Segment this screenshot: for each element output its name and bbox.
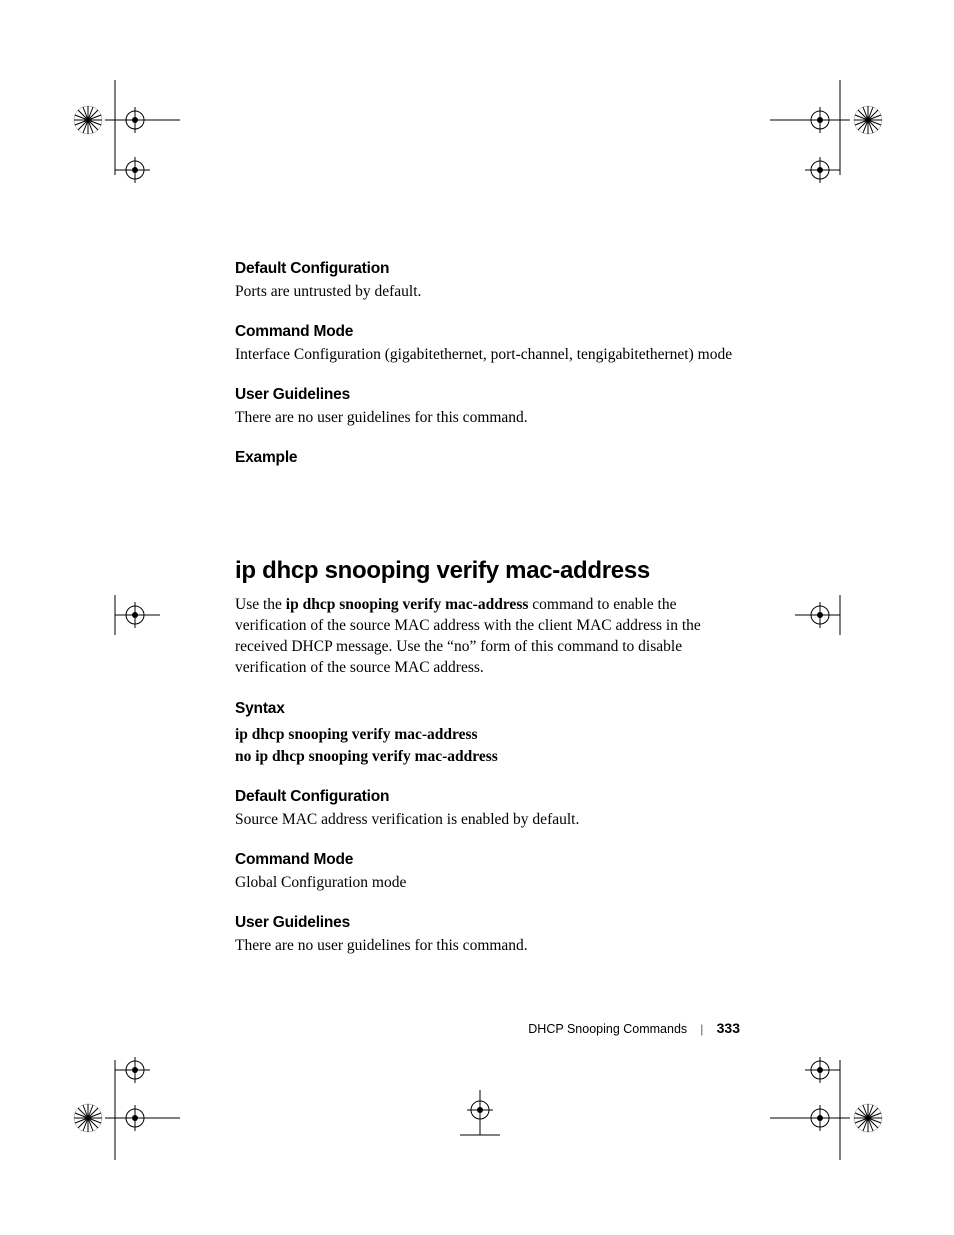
heading-user-guidelines: User Guidelines [235,386,740,404]
command-description: Use the ip dhcp snooping verify mac-addr… [235,595,740,679]
body-default-configuration: Ports are untrusted by default. [235,282,740,303]
footer-section: DHCP Snooping Commands [528,1022,687,1036]
heading-default-configuration-2: Default Configuration [235,788,740,806]
desc-pre: Use the [235,596,286,613]
crop-mark-bottom-left [70,1040,180,1160]
crop-mark-top-right [770,80,890,200]
heading-syntax: Syntax [235,700,740,718]
body-command-mode: Interface Configuration (gigabitethernet… [235,345,740,366]
syntax-block: ip dhcp snooping verify mac-address no i… [235,726,740,766]
desc-cmd: ip dhcp snooping verify mac-address [286,596,529,613]
footer-separator: | [701,1022,704,1036]
crop-mark-top-left [70,80,180,200]
crop-mark-bottom-right [770,1040,890,1160]
syntax-line-1: ip dhcp snooping verify mac-address [235,726,740,744]
page-footer: DHCP Snooping Commands | 333 [235,1020,740,1037]
syntax-line-2: no ip dhcp snooping verify mac-address [235,748,740,766]
footer-page-number: 333 [717,1020,740,1036]
command-title: ip dhcp snooping verify mac-address [235,557,740,585]
heading-command-mode: Command Mode [235,323,740,341]
body-user-guidelines: There are no user guidelines for this co… [235,408,740,429]
crop-mark-left-middle [100,590,160,640]
heading-user-guidelines-2: User Guidelines [235,914,740,932]
heading-example: Example [235,449,740,467]
heading-default-configuration: Default Configuration [235,260,740,278]
crop-mark-bottom-center [450,1090,510,1140]
page-content: Default Configuration Ports are untruste… [235,260,740,977]
body-command-mode-2: Global Configuration mode [235,873,740,894]
crop-mark-right-middle [795,590,855,640]
body-user-guidelines-2: There are no user guidelines for this co… [235,936,740,957]
body-default-configuration-2: Source MAC address verification is enabl… [235,810,740,831]
heading-command-mode-2: Command Mode [235,851,740,869]
